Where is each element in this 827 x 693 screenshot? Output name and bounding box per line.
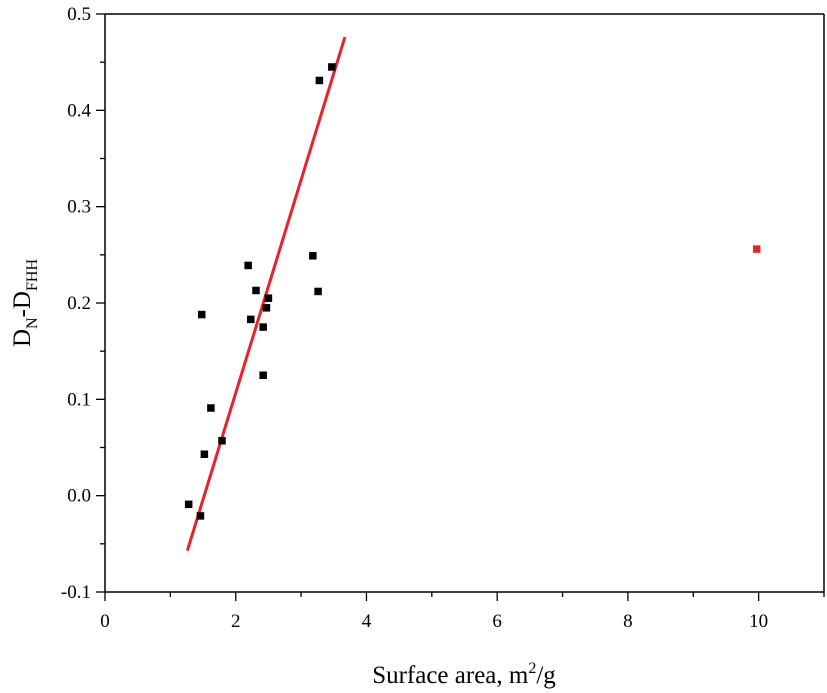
x-tick-label: 4 — [362, 611, 372, 632]
data-point — [252, 286, 260, 295]
data-point — [309, 252, 317, 260]
y-axis-title: DN-DFHH — [9, 259, 41, 347]
data-point — [752, 245, 761, 253]
data-point — [200, 450, 209, 458]
data-point — [314, 287, 322, 296]
fit-line-group — [185, 36, 347, 552]
y-axis-ticks: -0.1 0.0 0.1 0.2 0.3 0.4 0.5 — [61, 4, 105, 603]
x-tick-label: 2 — [231, 611, 241, 632]
y-tick-label: 0.1 — [67, 389, 91, 410]
x-axis-ticks: 0 2 4 6 8 10 — [100, 592, 825, 632]
data-point — [264, 294, 273, 302]
x-tick-label: 0 — [100, 611, 110, 632]
x-tick-label: 6 — [492, 611, 502, 632]
data-point — [259, 371, 267, 379]
x-tick-label: 10 — [749, 611, 768, 632]
data-point — [184, 500, 193, 509]
data-point — [207, 404, 215, 412]
x-tick-label: 8 — [623, 611, 633, 632]
y-tick-label: 0.2 — [67, 293, 91, 314]
plot-frame — [104, 13, 825, 593]
data-point — [315, 76, 324, 85]
data-point — [197, 310, 206, 319]
data-point — [328, 63, 336, 71]
data-point — [259, 323, 267, 331]
data-point — [262, 304, 271, 312]
y-tick-label: 0.0 — [67, 486, 91, 507]
y-tick-label: 0.5 — [67, 4, 91, 25]
data-point — [244, 261, 252, 270]
data-points — [184, 63, 761, 520]
data-point — [247, 315, 255, 324]
y-tick-label: -0.1 — [61, 582, 91, 603]
data-point — [218, 437, 226, 445]
y-tick-label: 0.4 — [67, 100, 91, 121]
data-point — [196, 512, 205, 520]
y-tick-label: 0.3 — [67, 197, 91, 218]
fit-line — [185, 36, 347, 552]
x-axis-title: Surface area, m2/g — [372, 660, 556, 689]
